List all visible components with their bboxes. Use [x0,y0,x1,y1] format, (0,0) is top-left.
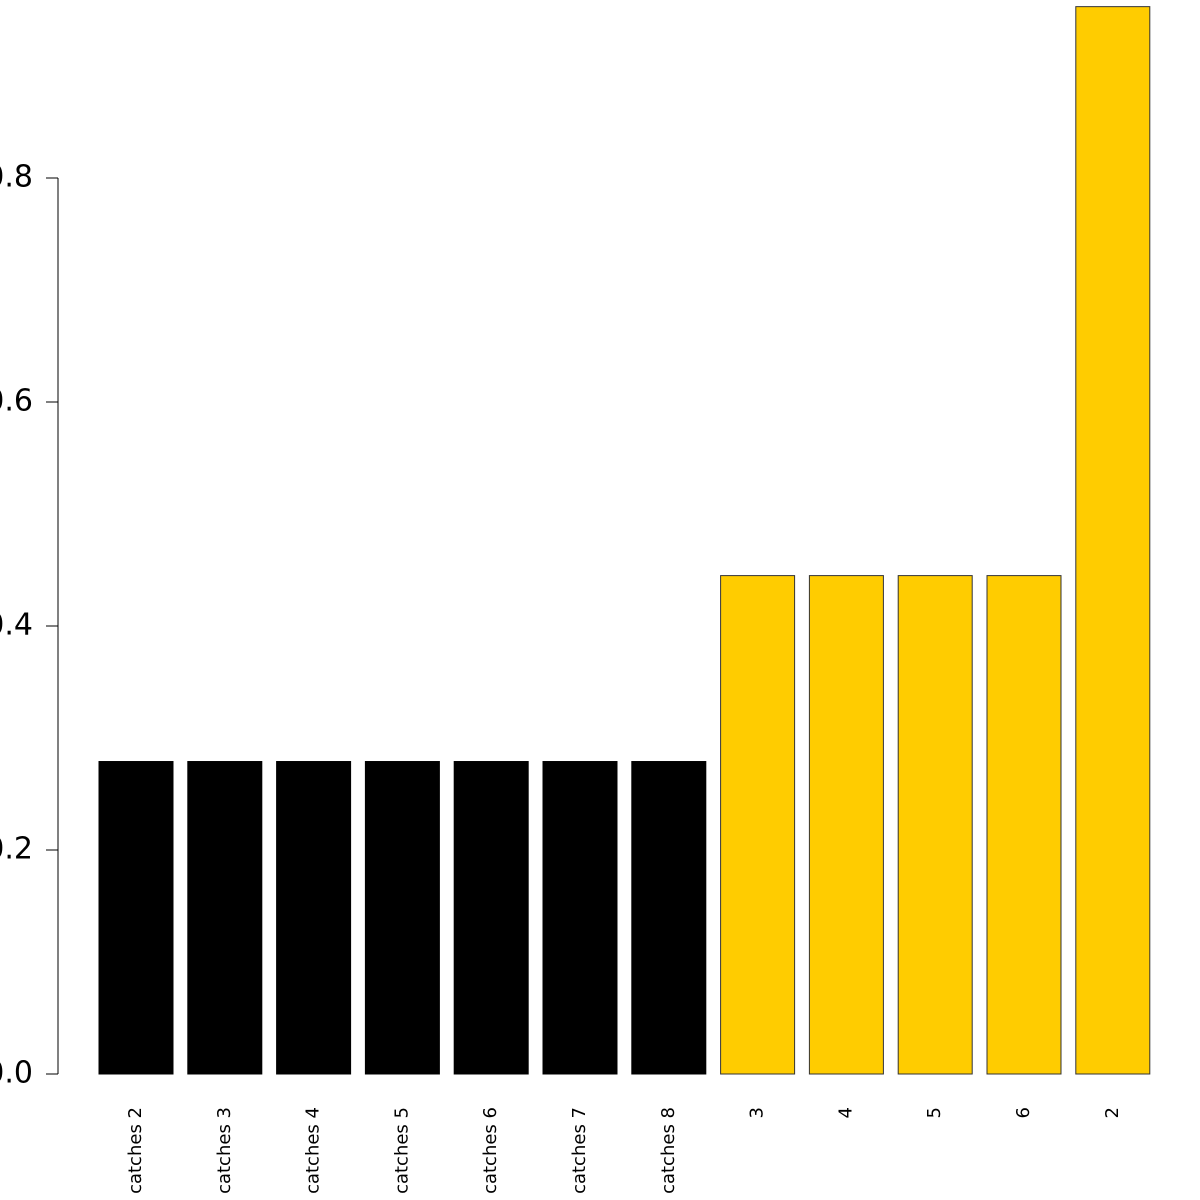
bar [897,575,973,1075]
x-tick-label: catches 8 [658,1107,679,1194]
x-tick-label: 2 [1102,1107,1123,1118]
y-tick-label: 0.4 [0,608,33,643]
y-tick-label: 0.8 [0,160,33,195]
bar [98,761,174,1075]
bar [1075,6,1151,1075]
bar [187,761,263,1075]
x-tick-label: catches 7 [569,1107,590,1194]
bar [364,761,440,1075]
y-axis: 0.0 0.2 0.4 0.6 0.8 [0,160,59,1091]
y-tick-label: 0.2 [0,832,33,867]
bar [808,575,884,1075]
bar [453,761,529,1075]
y-tick-label: 0.0 [0,1056,33,1091]
x-tick-label: catches 2 [125,1107,146,1194]
bars [98,6,1151,1075]
x-tick-label: catches 4 [303,1107,324,1194]
bar [720,575,796,1075]
x-tick-label: catches 6 [480,1107,501,1194]
x-tick-label: catches 5 [391,1107,412,1194]
x-axis-labels: catches 2 catches 3 catches 4 catches 5 catc… [125,1107,1123,1194]
x-tick-label: 5 [924,1107,945,1118]
bar [542,761,618,1075]
bar [986,575,1062,1075]
x-tick-label: catches 3 [214,1107,235,1194]
x-tick-label: 6 [1013,1107,1034,1118]
y-tick-label: 0.6 [0,384,33,419]
bar [631,761,707,1075]
x-tick-label: 3 [747,1107,768,1118]
bar [276,761,352,1075]
x-tick-label: 4 [835,1107,856,1118]
